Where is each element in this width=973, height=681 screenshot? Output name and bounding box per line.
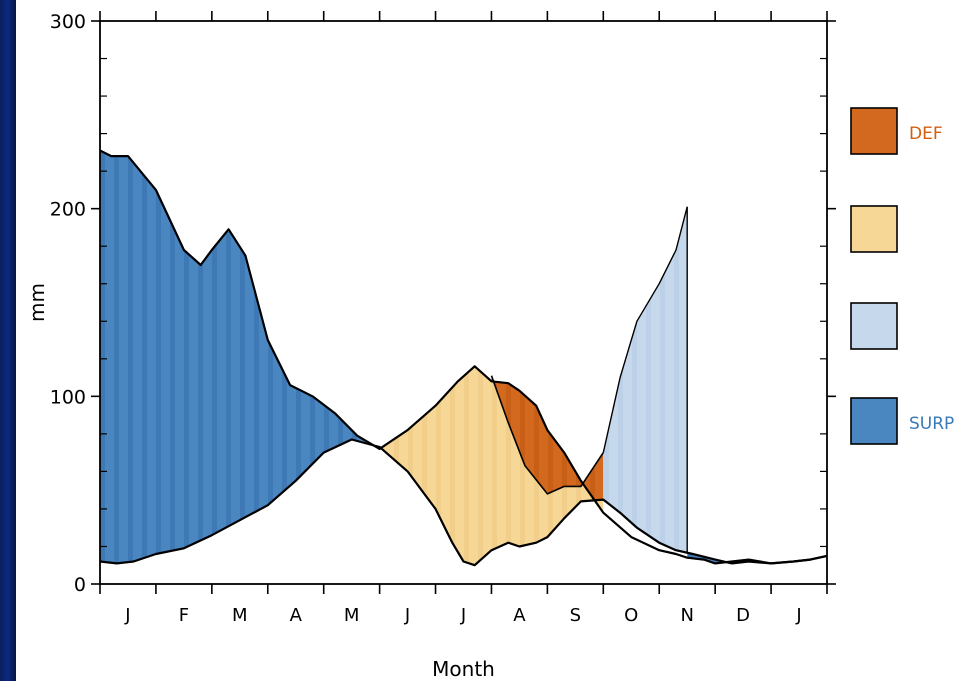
x-tick-label: M xyxy=(344,605,360,626)
water-balance-chart: 0 100 200 300 J F M A M J J A S O N D J DEF SURP mm Month xyxy=(25,11,954,681)
x-tick-label: F xyxy=(179,605,189,626)
x-tick-label: A xyxy=(513,605,526,626)
y-tick-label: 100 xyxy=(50,386,86,408)
deficit-area xyxy=(491,375,604,501)
x-tick-label: S xyxy=(570,605,581,626)
y-axis-label: mm xyxy=(25,283,49,322)
legend-swatch xyxy=(850,397,898,445)
legend: DEF SURP xyxy=(850,107,954,445)
potential-et-line xyxy=(99,438,828,567)
legend-label: DEF xyxy=(909,124,943,144)
deficit-boundary-line xyxy=(490,375,604,495)
plot-frame xyxy=(99,20,828,585)
y-tick-label: 0 xyxy=(74,574,86,596)
x-tick-label: N xyxy=(680,605,693,626)
x-tick-label: D xyxy=(736,605,750,626)
recharge-area xyxy=(603,206,688,553)
axes: 0 100 200 300 J F M A M J J A S O N D J xyxy=(50,11,836,626)
x-tick-label: J xyxy=(795,605,801,626)
y-tick-label: 200 xyxy=(50,199,86,221)
curve-lines xyxy=(99,149,828,567)
area-layers xyxy=(100,150,827,566)
recharge-boundary-line xyxy=(602,206,688,453)
precipitation-line xyxy=(99,149,828,565)
legend-label: SURP xyxy=(909,414,954,434)
surplus-area-spring xyxy=(100,150,374,564)
legend-swatch xyxy=(850,205,898,253)
x-axis-label: Month xyxy=(432,657,495,681)
x-tick-label: M xyxy=(232,605,248,626)
x-tick-label: O xyxy=(624,605,638,626)
x-tick-label: J xyxy=(404,605,410,626)
legend-swatch xyxy=(850,302,898,350)
x-tick-label: J xyxy=(460,605,466,626)
chart-panel: 0 100 200 300 J F M A M J J A S O N D J DEF SURP mm Month xyxy=(16,0,973,681)
usage-area xyxy=(374,366,604,566)
x-tick-label: A xyxy=(290,605,303,626)
legend-swatch xyxy=(850,107,898,155)
x-tick-label: J xyxy=(124,605,130,626)
y-tick-label: 300 xyxy=(50,11,86,33)
